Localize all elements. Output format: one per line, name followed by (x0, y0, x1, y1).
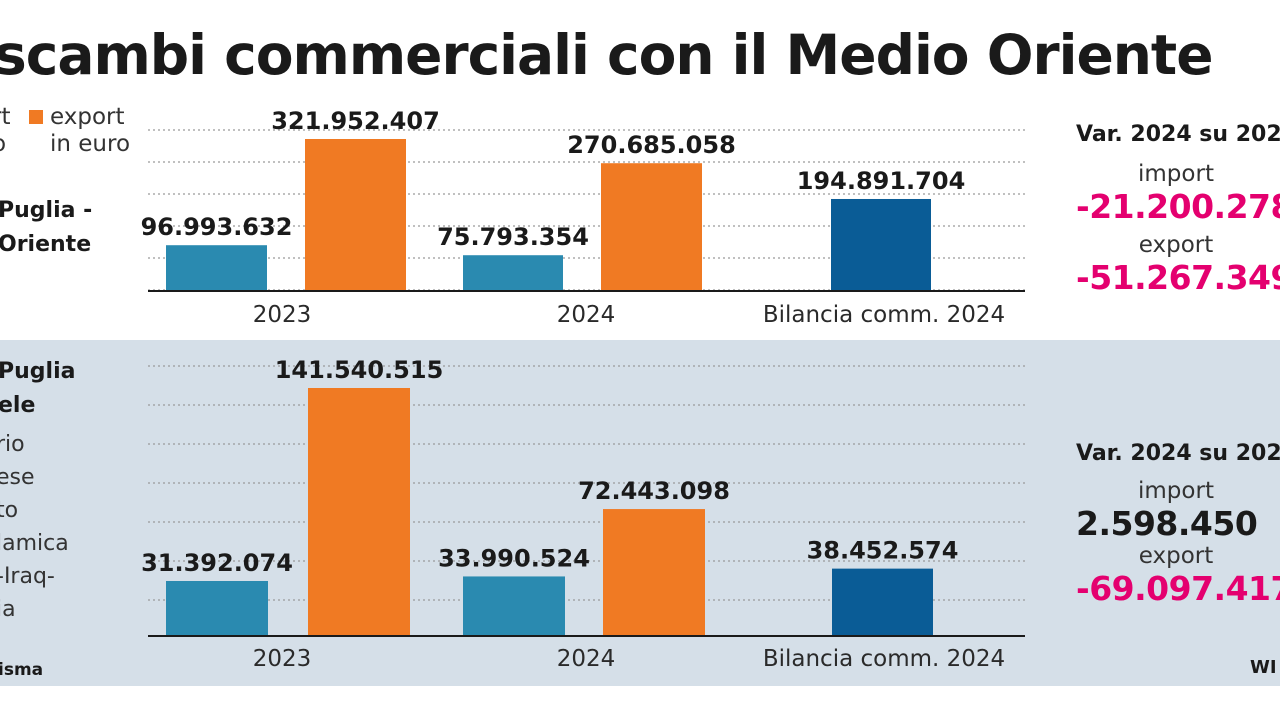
data-label-bottom-import-0: 31.392.074 (141, 549, 293, 577)
top-section-label-line-2: Oriente (0, 232, 92, 257)
tick-label-top-2: Bilancia comm. 2024 (763, 302, 1005, 328)
bottom-section-label-line-2: ele (0, 393, 36, 418)
variation-bottom-import-value: 2.598.450 (1076, 504, 1258, 543)
bar-bottom-import-0 (166, 580, 268, 636)
variation-top: Var. 2024 su 202 import -21.200.278 expo… (1076, 122, 1280, 297)
variation-top-import-value: -21.200.278 (1076, 187, 1280, 226)
bottom-section-label-line-1: Puglia (0, 359, 76, 384)
data-label-top-balance-2: 194.891.704 (797, 167, 966, 195)
bar-bottom-balance-2 (832, 568, 933, 636)
bottom-section-sublabel: rio ese to lamica -Iraq- ia (0, 428, 69, 626)
bar-bottom-export-0 (308, 388, 410, 636)
data-label-top-import-1: 75.793.354 (437, 223, 589, 251)
tick-label-bottom-0: 2023 (253, 646, 312, 672)
variation-bottom-export-label: export (1138, 543, 1214, 569)
bottom-sub-line-2: ese (0, 465, 35, 490)
bottom-sub-line-6: ia (0, 597, 16, 622)
variation-top-export-value: -51.267.349 (1076, 258, 1280, 297)
variation-bottom-export-value: -69.097.417 (1076, 569, 1280, 608)
data-label-bottom-export-0: 141.540.515 (275, 356, 444, 384)
top-section-label: Puglia - Oriente (0, 194, 92, 262)
bar-top-import-0 (166, 245, 267, 291)
data-label-top-import-0: 96.993.632 (141, 213, 293, 241)
tick-label-bottom-2: Bilancia comm. 2024 (763, 646, 1005, 672)
bar-bottom-import-1 (463, 576, 565, 636)
source-note: isma (0, 660, 44, 680)
chart-title: scambi commerciali con il Medio Oriente (0, 23, 1214, 87)
bottom-sub-line-5: -Iraq- (0, 564, 55, 589)
data-label-top-export-0: 321.952.407 (271, 107, 440, 135)
tick-label-bottom-1: 2024 (557, 646, 616, 672)
bottom-sub-line-4: lamica (0, 531, 69, 556)
bottom-section-label: Puglia ele (0, 355, 75, 423)
data-label-bottom-import-1: 33.990.524 (438, 544, 590, 572)
legend-import: rt o (0, 104, 10, 158)
variation-top-title: Var. 2024 su 202 (1076, 122, 1280, 147)
legend-import-line-2: o (0, 131, 10, 158)
variation-bottom-title: Var. 2024 su 202 (1076, 441, 1280, 466)
legend-export: export in euro (50, 104, 130, 158)
data-label-bottom-export-1: 72.443.098 (578, 477, 730, 505)
variation-top-import-label: import (1138, 161, 1214, 187)
bar-top-balance-2 (831, 198, 931, 291)
variation-bottom: Var. 2024 su 202 import 2.598.450 export… (1076, 441, 1280, 608)
tick-label-top-0: 2023 (253, 302, 312, 328)
legend-export-line-2: in euro (50, 131, 131, 157)
bar-top-export-0 (305, 139, 406, 291)
legend-import-line-1: rt (0, 104, 11, 130)
legend-export-swatch (29, 110, 43, 124)
bottom-sub-line-3: to (0, 498, 19, 523)
variation-top-export-label: export (1138, 232, 1214, 258)
variation-bottom-import-label: import (1138, 478, 1214, 504)
legend-export-line-1: export (50, 104, 125, 130)
bar-top-export-1 (601, 163, 702, 291)
bar-top-import-1 (463, 255, 563, 291)
brand-logo-text: WI (1250, 657, 1277, 678)
bottom-sub-line-1: rio (0, 432, 25, 457)
bar-bottom-export-1 (603, 509, 705, 636)
tick-label-top-1: 2024 (557, 302, 616, 328)
data-label-top-export-1: 270.685.058 (567, 131, 736, 159)
data-label-bottom-balance-2: 38.452.574 (807, 537, 959, 565)
top-section-label-line-1: Puglia - (0, 198, 93, 223)
